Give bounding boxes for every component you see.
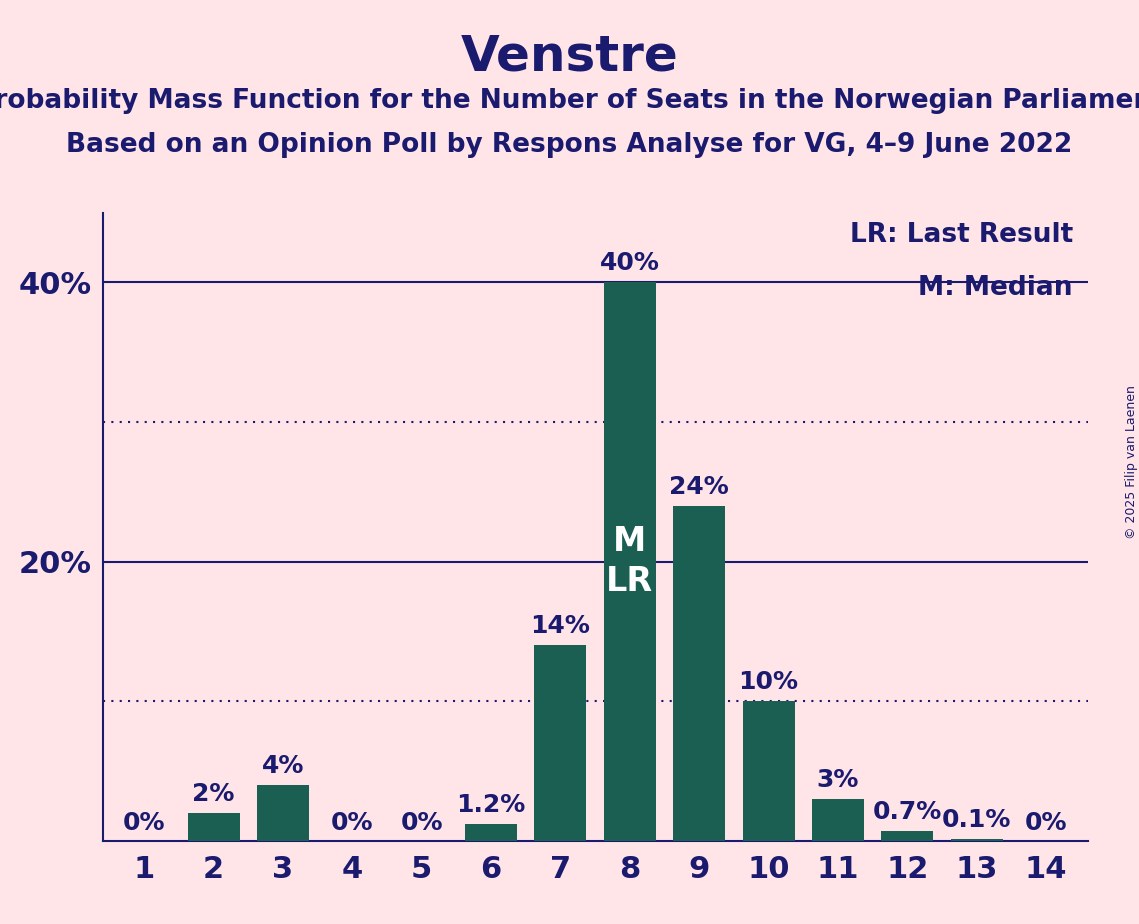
Text: 4%: 4% <box>262 754 304 778</box>
Bar <box>882 831 933 841</box>
Text: 0.7%: 0.7% <box>872 800 942 824</box>
Text: Based on an Opinion Poll by Respons Analyse for VG, 4–9 June 2022: Based on an Opinion Poll by Respons Anal… <box>66 132 1073 158</box>
Text: LR: Last Result: LR: Last Result <box>850 222 1073 248</box>
Text: 3%: 3% <box>817 768 859 792</box>
Bar <box>188 813 239 841</box>
Bar <box>951 839 1002 841</box>
Text: 40%: 40% <box>600 251 659 275</box>
Bar <box>673 505 726 841</box>
Text: 0%: 0% <box>401 811 443 835</box>
Text: Venstre: Venstre <box>460 32 679 80</box>
Text: 0%: 0% <box>123 811 165 835</box>
Bar <box>465 824 517 841</box>
Text: 1.2%: 1.2% <box>457 793 526 817</box>
Text: 0.1%: 0.1% <box>942 808 1011 833</box>
Text: 0%: 0% <box>331 811 374 835</box>
Text: M: Median: M: Median <box>918 275 1073 301</box>
Text: M
LR: M LR <box>606 525 654 599</box>
Text: 24%: 24% <box>670 475 729 499</box>
Text: 10%: 10% <box>738 670 798 694</box>
Bar <box>812 799 865 841</box>
Text: © 2025 Filip van Laenen: © 2025 Filip van Laenen <box>1124 385 1138 539</box>
Text: 2%: 2% <box>192 782 235 806</box>
Bar <box>604 283 656 841</box>
Bar <box>257 785 309 841</box>
Bar <box>534 645 587 841</box>
Text: 0%: 0% <box>1025 811 1067 835</box>
Text: 14%: 14% <box>531 614 590 638</box>
Text: Probability Mass Function for the Number of Seats in the Norwegian Parliament: Probability Mass Function for the Number… <box>0 88 1139 114</box>
Bar <box>743 701 795 841</box>
